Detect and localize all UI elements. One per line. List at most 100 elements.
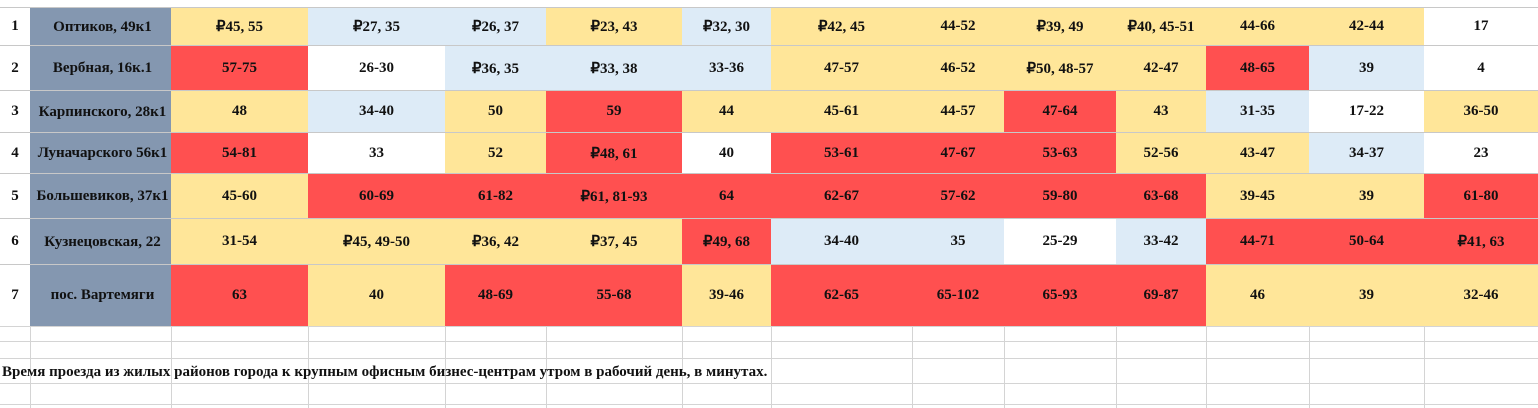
time-cell[interactable]: ₽32, 30 bbox=[682, 7, 771, 46]
time-cell[interactable]: 44-66 bbox=[1206, 7, 1309, 46]
time-cell[interactable]: 69-87 bbox=[1116, 264, 1206, 326]
time-cell[interactable]: 39 bbox=[1309, 45, 1424, 91]
grid-line bbox=[771, 326, 772, 408]
time-cell[interactable]: 59-80 bbox=[1004, 173, 1116, 219]
time-cell[interactable]: ₽36, 35 bbox=[445, 45, 546, 91]
time-cell[interactable]: 48 bbox=[171, 90, 308, 133]
table-caption[interactable]: Время проезда из жилых районов города к … bbox=[2, 364, 768, 380]
time-cell[interactable]: 43-47 bbox=[1206, 132, 1309, 174]
time-cell[interactable]: 44-57 bbox=[912, 90, 1004, 133]
time-cell[interactable]: 53-63 bbox=[1004, 132, 1116, 174]
time-cell[interactable]: ₽48, 61 bbox=[546, 132, 682, 174]
time-cell[interactable]: 31-35 bbox=[1206, 90, 1309, 133]
time-cell[interactable]: ₽40, 45-51 bbox=[1116, 7, 1206, 46]
time-cell[interactable]: 52-56 bbox=[1116, 132, 1206, 174]
table-row: 5 Большевиков, 37к1 45-60 60-69 61-82 ₽6… bbox=[0, 173, 1538, 219]
time-cell[interactable]: 65-93 bbox=[1004, 264, 1116, 326]
grid-line bbox=[445, 326, 446, 408]
time-cell[interactable]: ₽39, 49 bbox=[1004, 7, 1116, 46]
time-cell[interactable]: 33 bbox=[308, 132, 445, 174]
address-cell[interactable]: Луначарского 56к1 bbox=[30, 132, 171, 174]
time-cell[interactable]: 61-82 bbox=[445, 173, 546, 219]
time-cell[interactable]: 42-47 bbox=[1116, 45, 1206, 91]
time-cell[interactable]: 35 bbox=[912, 218, 1004, 265]
time-cell[interactable]: 17-22 bbox=[1309, 90, 1424, 133]
time-cell[interactable]: 43 bbox=[1116, 90, 1206, 133]
time-cell[interactable]: 42-44 bbox=[1309, 7, 1424, 46]
address-cell[interactable]: Вербная, 16к.1 bbox=[30, 45, 171, 91]
time-cell[interactable]: 23 bbox=[1424, 132, 1538, 174]
time-cell[interactable]: 63 bbox=[171, 264, 308, 326]
time-cell[interactable]: ₽41, 63 bbox=[1424, 218, 1538, 265]
time-cell[interactable]: ₽37, 45 bbox=[546, 218, 682, 265]
time-cell[interactable]: 63-68 bbox=[1116, 173, 1206, 219]
time-cell[interactable]: 48-65 bbox=[1206, 45, 1309, 91]
time-cell[interactable]: 46-52 bbox=[912, 45, 1004, 91]
time-cell[interactable]: 62-67 bbox=[771, 173, 912, 219]
time-cell[interactable]: 44-71 bbox=[1206, 218, 1309, 265]
row-number: 1 bbox=[0, 7, 30, 46]
time-cell[interactable]: 61-80 bbox=[1424, 173, 1538, 219]
time-cell[interactable]: 40 bbox=[682, 132, 771, 174]
time-cell[interactable]: 60-69 bbox=[308, 173, 445, 219]
time-cell[interactable]: ₽26, 37 bbox=[445, 7, 546, 46]
time-cell[interactable]: ₽23, 43 bbox=[546, 7, 682, 46]
time-cell[interactable]: 31-54 bbox=[171, 218, 308, 265]
time-cell[interactable]: 45-60 bbox=[171, 173, 308, 219]
time-cell[interactable]: 50-64 bbox=[1309, 218, 1424, 265]
address-cell[interactable]: Оптиков, 49к1 bbox=[30, 7, 171, 46]
time-cell[interactable]: 17 bbox=[1424, 7, 1538, 46]
time-cell[interactable]: ₽61, 81-93 bbox=[546, 173, 682, 219]
empty-sheet-area: Время проезда из жилых районов города к … bbox=[0, 326, 1538, 408]
time-cell[interactable]: ₽45, 55 bbox=[171, 7, 308, 46]
time-cell[interactable]: 33-42 bbox=[1116, 218, 1206, 265]
time-cell[interactable]: ₽45, 49-50 bbox=[308, 218, 445, 265]
address-cell[interactable]: Большевиков, 37к1 bbox=[30, 173, 171, 219]
time-cell[interactable]: 64 bbox=[682, 173, 771, 219]
time-cell[interactable]: 57-62 bbox=[912, 173, 1004, 219]
time-cell[interactable]: 39-46 bbox=[682, 264, 771, 326]
grid-line bbox=[682, 326, 683, 408]
time-cell[interactable]: 33-36 bbox=[682, 45, 771, 91]
time-cell[interactable]: 45-61 bbox=[771, 90, 912, 133]
time-cell[interactable]: 50 bbox=[445, 90, 546, 133]
time-cell[interactable]: 54-81 bbox=[171, 132, 308, 174]
time-cell[interactable]: 40 bbox=[308, 264, 445, 326]
time-cell[interactable]: ₽27, 35 bbox=[308, 7, 445, 46]
address-cell[interactable]: Кузнецовская, 22 bbox=[30, 218, 171, 265]
time-cell[interactable]: 57-75 bbox=[171, 45, 308, 91]
time-cell[interactable]: 44 bbox=[682, 90, 771, 133]
grid-line bbox=[1004, 326, 1005, 408]
time-cell[interactable]: 36-50 bbox=[1424, 90, 1538, 133]
time-cell[interactable]: 44-52 bbox=[912, 7, 1004, 46]
time-cell[interactable]: 47-57 bbox=[771, 45, 912, 91]
time-cell[interactable]: ₽36, 42 bbox=[445, 218, 546, 265]
time-cell[interactable]: 34-40 bbox=[771, 218, 912, 265]
time-cell[interactable]: 47-64 bbox=[1004, 90, 1116, 133]
time-cell[interactable]: 47-67 bbox=[912, 132, 1004, 174]
time-cell[interactable]: 32-46 bbox=[1424, 264, 1538, 326]
time-cell[interactable]: ₽50, 48-57 bbox=[1004, 45, 1116, 91]
time-cell[interactable]: 39 bbox=[1309, 173, 1424, 219]
time-cell[interactable]: 25-29 bbox=[1004, 218, 1116, 265]
time-cell[interactable]: 52 bbox=[445, 132, 546, 174]
time-cell[interactable]: 55-68 bbox=[546, 264, 682, 326]
time-cell[interactable]: 65-102 bbox=[912, 264, 1004, 326]
time-cell[interactable]: ₽49, 68 bbox=[682, 218, 771, 265]
time-cell[interactable]: 34-37 bbox=[1309, 132, 1424, 174]
time-cell[interactable]: 62-65 bbox=[771, 264, 912, 326]
time-cell[interactable]: ₽42, 45 bbox=[771, 7, 912, 46]
time-cell[interactable]: 59 bbox=[546, 90, 682, 133]
time-cell[interactable]: 39-45 bbox=[1206, 173, 1309, 219]
time-cell[interactable]: 39 bbox=[1309, 264, 1424, 326]
time-cell[interactable]: 48-69 bbox=[445, 264, 546, 326]
time-cell[interactable]: 46 bbox=[1206, 264, 1309, 326]
grid-line bbox=[1206, 326, 1207, 408]
time-cell[interactable]: ₽33, 38 bbox=[546, 45, 682, 91]
time-cell[interactable]: 34-40 bbox=[308, 90, 445, 133]
address-cell[interactable]: Карпинского, 28к1 bbox=[30, 90, 171, 133]
address-cell[interactable]: пос. Вартемяги bbox=[30, 264, 171, 326]
time-cell[interactable]: 26-30 bbox=[308, 45, 445, 91]
time-cell[interactable]: 4 bbox=[1424, 45, 1538, 91]
time-cell[interactable]: 53-61 bbox=[771, 132, 912, 174]
